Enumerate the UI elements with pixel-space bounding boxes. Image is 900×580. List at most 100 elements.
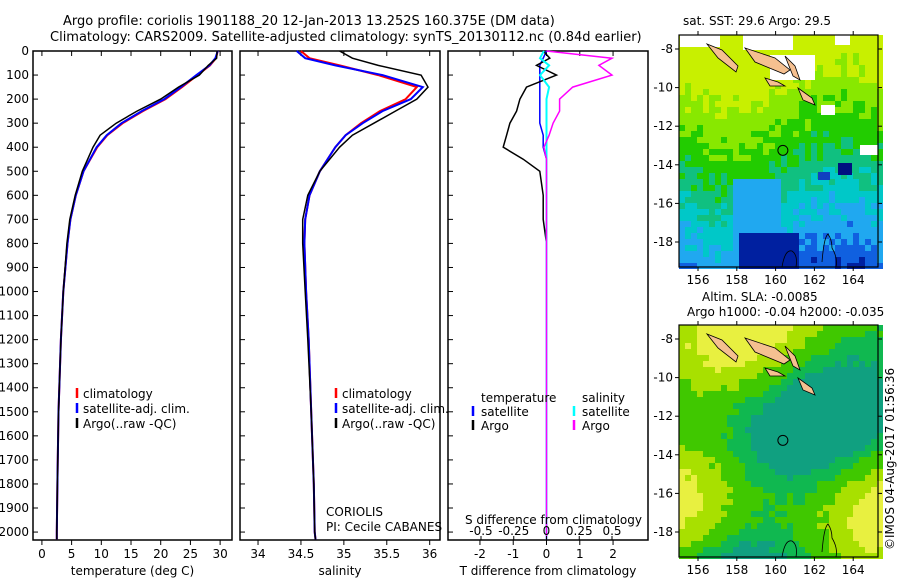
x-tick-label: 35.5 xyxy=(373,547,400,561)
island-shape xyxy=(743,47,791,75)
y-tick-label: 400 xyxy=(6,140,29,154)
x-tick-label: 34 xyxy=(250,547,265,561)
y-tick-label: 600 xyxy=(6,188,29,202)
x-tick-label: 34.5 xyxy=(288,547,315,561)
island-shape xyxy=(705,43,739,73)
y-tick-label: 1700 xyxy=(0,453,29,467)
x-axis-label: T difference from climatology xyxy=(459,564,637,578)
missing-data xyxy=(743,35,793,50)
legend-label: satellite-adj. clim. xyxy=(342,402,449,416)
legend-title-temperature: temperature xyxy=(481,391,556,405)
series-line-argo-raw-qc- xyxy=(56,50,218,540)
annotation-pi: PI: Cecile CABANES xyxy=(326,520,443,534)
x-tick-label: 0 xyxy=(543,547,551,561)
legend-label: Argo(..raw -QC) xyxy=(83,417,176,431)
series-line-climatology xyxy=(55,50,219,540)
map-frame xyxy=(678,34,879,268)
series-line-satellite-adj-clim- xyxy=(296,50,425,540)
x-tick-label: 5 xyxy=(68,547,76,561)
lat-tick-label: -16 xyxy=(653,486,673,500)
sst-map xyxy=(678,34,883,269)
lat-tick-label: -8 xyxy=(661,42,673,56)
s-tick-label: 0 xyxy=(543,524,551,538)
missing-data xyxy=(821,105,835,115)
x-tick-label: -1 xyxy=(507,547,519,561)
y-tick-label: 1800 xyxy=(0,477,29,491)
legend-label: satellite xyxy=(582,405,630,419)
s-tick-label: 0.25 xyxy=(566,524,593,538)
lat-tick-label: -10 xyxy=(653,81,673,95)
x-tick-label: 2 xyxy=(609,547,617,561)
missing-data xyxy=(835,35,850,45)
title-line1: Argo profile: coriolis 1901188_20 12-Jan… xyxy=(63,14,555,29)
lat-tick-label: -14 xyxy=(653,158,673,172)
island-shape xyxy=(784,55,801,81)
island-shape xyxy=(764,367,787,377)
lat-tick-label: -12 xyxy=(653,409,673,423)
y-tick-label: 1400 xyxy=(0,381,29,395)
island-shape xyxy=(743,337,791,365)
series-line-t-satellite xyxy=(539,50,548,540)
legend-label: climatology xyxy=(342,387,412,401)
lon-tick-label: 164 xyxy=(842,273,865,287)
lon-tick-label: 160 xyxy=(764,563,787,577)
legend-label: Argo xyxy=(582,419,610,433)
series-line-satellite-adj-clim- xyxy=(55,50,219,540)
y-tick-label: 700 xyxy=(6,212,29,226)
y-tick-label: 900 xyxy=(6,260,29,274)
x-axis-label: salinity xyxy=(318,564,361,578)
missing-data xyxy=(860,145,878,155)
legend-label: satellite-adj. clim. xyxy=(83,402,190,416)
island-shape xyxy=(705,333,739,363)
s-diff-label: S difference from climatology xyxy=(465,513,642,527)
y-tick-label: 1600 xyxy=(0,429,29,443)
y-tick-label: 300 xyxy=(6,116,29,130)
legend-label: climatology xyxy=(83,387,153,401)
sla-map-title1: Altim. SLA: -0.0085 xyxy=(702,290,818,304)
x-tick-label: 20 xyxy=(153,547,168,561)
x-tick-label: 15 xyxy=(123,547,138,561)
reef-contour xyxy=(781,523,837,558)
lon-tick-label: 164 xyxy=(842,563,865,577)
lon-tick-label: 156 xyxy=(687,273,710,287)
y-tick-label: 100 xyxy=(6,68,29,82)
annotation-coriolis: CORIOLIS xyxy=(326,505,383,519)
series-line-argo-raw-qc- xyxy=(301,50,429,540)
title-line2: Climatology: CARS2009. Satellite-adjuste… xyxy=(50,30,642,45)
lon-tick-label: 162 xyxy=(803,563,826,577)
s-tick-label: 0.5 xyxy=(602,524,621,538)
legend-label: Argo(..raw -QC) xyxy=(342,417,435,431)
y-tick-label: 1200 xyxy=(0,333,29,347)
y-tick-label: 800 xyxy=(6,236,29,250)
y-tick-label: 1100 xyxy=(0,309,29,323)
lon-tick-label: 158 xyxy=(725,273,748,287)
y-tick-label: 1300 xyxy=(0,357,29,371)
sla-map-title2: Argo h1000: -0.04 h2000: -0.035 xyxy=(687,305,885,319)
lon-tick-label: 160 xyxy=(764,273,787,287)
lat-tick-label: -8 xyxy=(661,332,673,346)
y-tick-label: 1900 xyxy=(0,501,29,515)
series-line-s-argo xyxy=(543,50,615,540)
island-shape xyxy=(764,77,787,87)
x-tick-label: 36 xyxy=(422,547,437,561)
x-tick-label: 35 xyxy=(336,547,351,561)
series-line-s-satellite xyxy=(538,50,551,540)
legend-label: satellite xyxy=(481,405,529,419)
x-tick-label: 25 xyxy=(183,547,198,561)
lat-tick-label: -12 xyxy=(653,119,673,133)
legend-title-salinity: salinity xyxy=(582,391,625,405)
x-axis-label: temperature (deg C) xyxy=(71,564,194,578)
reef-contour xyxy=(781,233,837,268)
panel-frame-1 xyxy=(239,50,441,541)
missing-data xyxy=(680,35,720,47)
y-tick-label: 500 xyxy=(6,164,29,178)
x-tick-label: 10 xyxy=(94,547,109,561)
lat-tick-label: -10 xyxy=(653,371,673,385)
legend-label: Argo xyxy=(481,419,509,433)
sst-map-title: sat. SST: 29.6 Argo: 29.5 xyxy=(683,14,832,28)
panel-frame-0 xyxy=(32,50,233,541)
series-line-climatology xyxy=(300,50,419,540)
lat-tick-label: -18 xyxy=(653,235,673,249)
